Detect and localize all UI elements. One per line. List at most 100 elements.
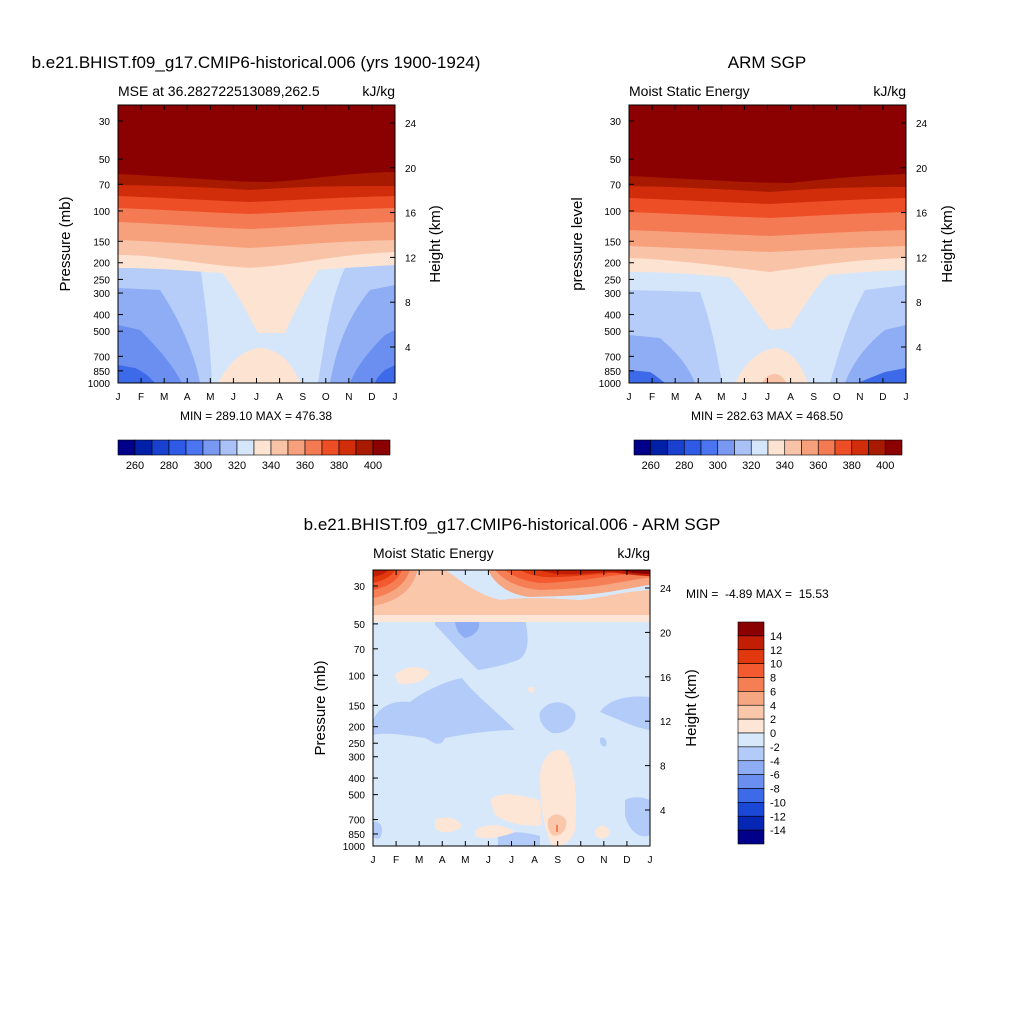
colorbar-swatch [737, 718, 765, 734]
patch-pos-2 [528, 686, 535, 693]
panel-title: b.e21.BHIST.f09_g17.CMIP6-historical.006… [32, 53, 481, 72]
colorbar: 14 12 10 86 4 2 0 -2 -4 -6 -8-10 -12 -14 [737, 621, 786, 845]
h-tick-label: 24 [916, 119, 928, 130]
h-tick-label: 20 [405, 164, 417, 175]
colorbar-swatch [737, 635, 765, 651]
colorbar-swatch [633, 439, 652, 456]
colorbar-swatch [851, 439, 869, 456]
x-tick-label: F [393, 855, 399, 866]
colorbar-swatch [338, 439, 357, 456]
x-tick-label: N [856, 392, 863, 403]
p-tick-label: 250 [604, 275, 621, 286]
p-tick-label: 400 [93, 311, 110, 322]
colorbar-swatch [667, 439, 685, 456]
colorbar-label: 280 [675, 460, 693, 472]
patch-pos-2 [490, 794, 542, 826]
h-tick-label: 20 [660, 628, 672, 639]
p-tick-label: 1000 [599, 379, 622, 390]
contour-field [118, 105, 395, 383]
colorbar-swatch [737, 829, 765, 845]
p-tick-label: 700 [93, 352, 110, 363]
p-tick-label: 200 [604, 259, 621, 270]
height-axis-ticks: 4 8 12 16 20 24 [390, 119, 417, 354]
patch-neg-2 [599, 737, 607, 747]
colorbar-swatch [884, 439, 903, 456]
panel-difference: b.e21.BHIST.f09_g17.CMIP6-historical.006… [304, 515, 829, 866]
h-tick-label: 12 [660, 717, 672, 728]
x-tick-label: J [371, 855, 376, 866]
colorbar-swatch [717, 439, 735, 456]
colorbar-swatch [737, 746, 765, 762]
colorbar-label: 320 [742, 460, 760, 472]
colorbar-label: -6 [770, 770, 780, 782]
y-axis-label-right: Height (km) [427, 205, 444, 283]
colorbar-swatch [767, 439, 786, 456]
colorbar-label: -4 [770, 756, 780, 768]
units-label: kJ/kg [873, 83, 906, 99]
colorbar-swatch [868, 439, 886, 456]
colorbar-label: 14 [770, 631, 782, 643]
band-peach-top [118, 252, 395, 275]
colorbar-label: 300 [194, 460, 212, 472]
h-tick-label: 16 [916, 209, 928, 220]
h-tick-label: 24 [405, 119, 417, 130]
patch-neg-4 [455, 620, 480, 638]
colorbar-label: 360 [809, 460, 827, 472]
colorbar: 260 280 300 320 340 360 380 400 [633, 439, 903, 472]
p-tick-label: 500 [604, 327, 621, 338]
colorbar-swatch [185, 439, 204, 456]
colorbar-label: -10 [770, 797, 786, 809]
colorbar-swatch [683, 439, 702, 456]
x-tick-label: O [577, 855, 585, 866]
colorbar-label: 10 [770, 659, 782, 671]
stats-text: MIN = 282.63 MAX = 468.50 [691, 409, 843, 423]
y-axis-label: Pressure (mb) [57, 196, 74, 291]
band-400 [629, 105, 906, 183]
colorbar-swatch [236, 439, 255, 456]
x-tick-label: S [299, 392, 306, 403]
band-blue-dark [629, 370, 665, 383]
band-peach-top [629, 258, 906, 282]
x-tick-label: A [276, 392, 283, 403]
colorbar-swatch [737, 774, 765, 789]
x-tick-label: D [879, 392, 886, 403]
h-tick-label: 4 [405, 343, 411, 354]
p-tick-label: 70 [610, 180, 622, 191]
p-tick-label: 150 [348, 701, 365, 712]
p-tick-label: 30 [99, 117, 111, 128]
p-tick-label: 30 [354, 582, 366, 593]
left-label: Moist Static Energy [373, 545, 494, 561]
colorbar-swatch [737, 732, 765, 748]
x-tick-label: A [787, 392, 794, 403]
colorbar-label: 400 [364, 460, 382, 472]
p-tick-label: 500 [348, 791, 365, 802]
p-tick-label: 150 [93, 237, 110, 248]
x-tick-label: J [904, 392, 909, 403]
stats-text: MIN = -4.89 MAX = 15.53 [686, 587, 829, 601]
colorbar-label: 340 [776, 460, 794, 472]
p-tick-label: 250 [348, 739, 365, 750]
p-tick-label: 300 [348, 753, 365, 764]
x-tick-label: J [742, 392, 747, 403]
band-blue-darker [118, 365, 155, 383]
units-label: kJ/kg [362, 83, 395, 99]
h-tick-label: 24 [660, 584, 672, 595]
colorbar-swatch [801, 439, 819, 456]
x-tick-label: A [695, 392, 702, 403]
h-tick-label: 4 [660, 806, 666, 817]
x-tick-label: M [206, 392, 214, 403]
p-tick-label: 50 [99, 155, 111, 166]
patch-neg-2 [498, 832, 540, 846]
x-tick-label: A [184, 392, 191, 403]
colorbar-swatch [134, 439, 153, 456]
colorbar-swatch [202, 439, 221, 456]
x-tick-label: M [717, 392, 725, 403]
contour-field [629, 105, 906, 383]
patch-neg-2 [373, 678, 515, 744]
p-tick-label: 300 [93, 289, 110, 300]
band-blue-darker [375, 365, 395, 383]
p-tick-label: 1000 [88, 379, 111, 390]
